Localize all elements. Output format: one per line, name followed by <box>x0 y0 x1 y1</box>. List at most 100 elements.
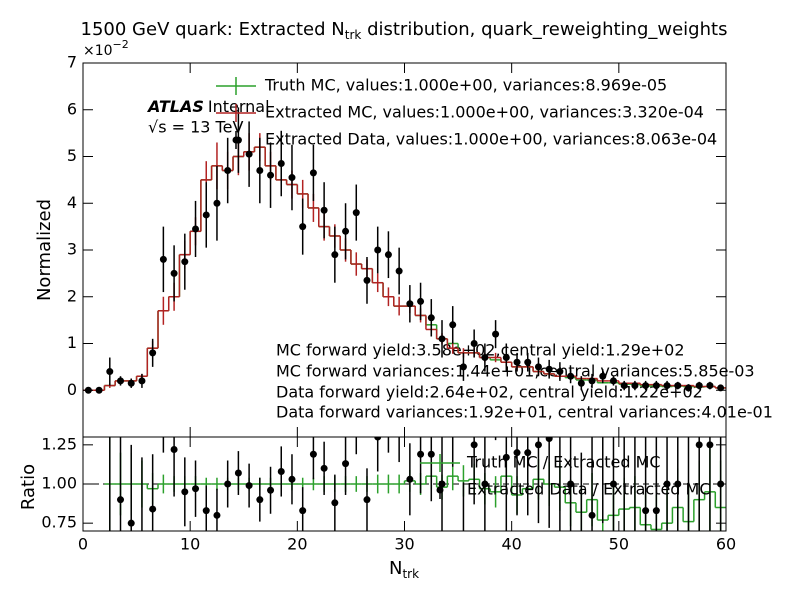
data-point <box>299 223 307 231</box>
data-point <box>374 246 382 254</box>
data-point <box>245 482 253 490</box>
data-point <box>320 206 328 214</box>
y-axis-label: Normalized <box>34 199 55 301</box>
data-point <box>481 354 489 362</box>
x-tick-label: 40 <box>501 535 521 554</box>
data-point <box>256 167 264 175</box>
data-point <box>674 480 682 488</box>
ratio-y-axis-label: Ratio <box>18 464 39 510</box>
data-point <box>459 363 467 371</box>
data-point <box>545 437 553 443</box>
data-point <box>588 511 596 519</box>
atlas-label: ATLAS Internal <box>146 97 270 116</box>
data-point <box>534 363 542 371</box>
legend-label: Extracted MC, values:1.000e+00, variance… <box>265 103 704 122</box>
data-point <box>663 480 671 488</box>
data-point <box>449 321 457 329</box>
main-plot <box>83 107 726 394</box>
data-point <box>202 507 210 515</box>
data-point <box>695 382 703 390</box>
x-tick-label: 10 <box>180 535 200 554</box>
annotation: Data forward variances:1.92e+01, central… <box>276 403 773 422</box>
annotation: Data forward yield:2.64e+02, central yie… <box>276 383 703 402</box>
annotation: MC forward yield:3.58e+02,central yield:… <box>276 341 685 360</box>
data-point <box>320 464 328 472</box>
data-point <box>192 485 200 493</box>
data-point <box>363 496 371 504</box>
data-point <box>652 507 660 515</box>
data-point <box>470 340 478 347</box>
data-point <box>684 384 692 392</box>
ratio-plot <box>83 437 726 531</box>
data-point <box>384 251 392 259</box>
legend-label: Extracted Data / Extracted MC <box>467 480 711 499</box>
data-point <box>267 486 275 494</box>
data-point <box>406 300 414 308</box>
data-point <box>427 314 435 322</box>
data-point <box>117 377 125 385</box>
data-point <box>352 209 360 217</box>
x-tick-label: 20 <box>287 535 307 554</box>
x-tick-label: 0 <box>78 535 88 554</box>
data-point <box>95 386 103 394</box>
data-point <box>438 335 446 343</box>
data-point <box>213 511 221 519</box>
data-point <box>127 519 135 527</box>
data-point <box>277 160 285 168</box>
data-point <box>706 441 714 449</box>
y-tick-label: 2 <box>67 286 77 305</box>
data-point <box>245 150 253 158</box>
y-tick-label: 4 <box>67 193 77 212</box>
data-point <box>213 199 221 207</box>
data-point <box>170 446 178 454</box>
data-point <box>277 467 285 475</box>
data-point <box>674 382 682 390</box>
data-point <box>642 507 650 515</box>
data-point <box>288 174 296 182</box>
data-point <box>331 251 339 259</box>
annotation: MC forward variances:1.44e+01,central va… <box>276 362 755 381</box>
data-point <box>149 505 157 513</box>
data-point <box>149 349 157 357</box>
title-part: 1500 GeV quark: Extracted N <box>81 19 345 40</box>
x-axis-label: Ntrk <box>389 558 419 581</box>
data-point <box>609 377 617 385</box>
data-point <box>117 496 125 504</box>
atlas-status: Internal <box>208 97 270 116</box>
y-tick-label: 7 <box>67 53 77 72</box>
data-point <box>267 171 275 179</box>
x-tick-label: 30 <box>394 535 414 554</box>
data-point <box>492 330 500 338</box>
energy-label: √s = 13 TeV <box>148 118 243 137</box>
data-point <box>513 358 521 366</box>
data-point <box>524 358 532 366</box>
data-point <box>309 450 317 458</box>
x-tick-label: 60 <box>716 535 736 554</box>
ratio-y-tick-label: 1.00 <box>41 474 77 493</box>
data-point <box>524 449 532 457</box>
legend-label: Extracted Data, values:1.000e+00, varian… <box>265 130 717 149</box>
y-tick-label: 6 <box>67 99 77 118</box>
data-point <box>127 379 135 387</box>
data-point <box>299 507 307 515</box>
x-label-base: N <box>389 558 402 579</box>
data-point <box>567 372 575 380</box>
data-point <box>470 441 478 449</box>
multiplier-base: ×10 <box>83 43 113 59</box>
data-point <box>309 169 317 177</box>
legend-label: Truth MC / Extracted MC <box>466 453 661 472</box>
data-point <box>513 449 521 457</box>
data-point <box>224 167 232 175</box>
data-point <box>427 450 435 458</box>
y-multiplier: ×10−2 <box>83 38 129 59</box>
data-point <box>534 441 542 449</box>
data-point <box>717 384 725 392</box>
x-label-subscript: trk <box>402 567 419 581</box>
data-point <box>502 453 510 461</box>
y-tick-label: 1 <box>67 333 77 352</box>
data-point <box>192 225 200 233</box>
data-point <box>417 450 425 458</box>
annotations: MC forward yield:3.58e+02,central yield:… <box>276 341 773 422</box>
legend: Truth MC, values:1.000e+00, variances:8.… <box>216 76 717 499</box>
data-point <box>395 267 403 275</box>
